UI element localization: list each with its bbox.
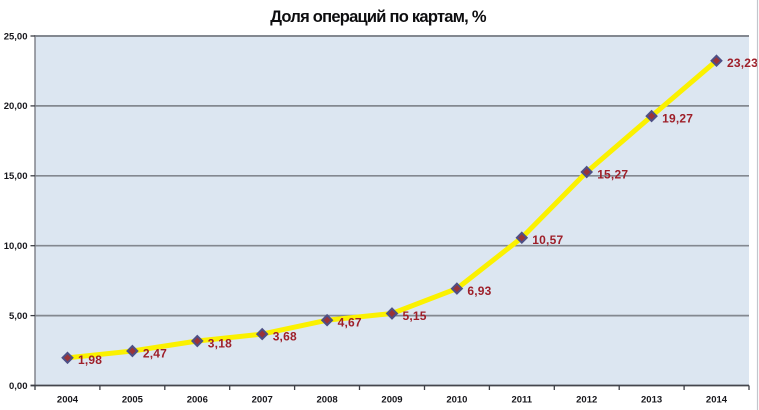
svg-text:2014: 2014 <box>706 395 728 406</box>
svg-text:1,98: 1,98 <box>78 353 102 367</box>
svg-text:5,00: 5,00 <box>9 311 28 322</box>
svg-text:6,93: 6,93 <box>467 284 491 298</box>
svg-text:20,00: 20,00 <box>4 101 28 112</box>
svg-text:0,00: 0,00 <box>9 381 28 392</box>
svg-text:25,00: 25,00 <box>4 31 28 42</box>
svg-text:2007: 2007 <box>252 395 273 406</box>
svg-text:15,00: 15,00 <box>4 171 28 182</box>
svg-text:2012: 2012 <box>576 395 597 406</box>
svg-text:5,15: 5,15 <box>403 309 427 323</box>
svg-text:19,27: 19,27 <box>662 112 693 126</box>
svg-text:2,47: 2,47 <box>143 346 167 360</box>
svg-text:2008: 2008 <box>317 395 338 406</box>
svg-text:2005: 2005 <box>122 395 144 406</box>
svg-text:2009: 2009 <box>381 395 402 406</box>
svg-text:2011: 2011 <box>511 395 532 406</box>
svg-text:23,23: 23,23 <box>727 56 758 70</box>
svg-text:10,57: 10,57 <box>532 233 563 247</box>
svg-text:3,18: 3,18 <box>208 336 232 350</box>
svg-text:Доля операций по картам, %: Доля операций по картам, % <box>270 8 487 26</box>
svg-text:2010: 2010 <box>446 395 467 406</box>
svg-text:2004: 2004 <box>57 395 79 406</box>
svg-text:2013: 2013 <box>641 395 662 406</box>
svg-text:3,68: 3,68 <box>273 330 297 344</box>
svg-text:2006: 2006 <box>187 395 208 406</box>
svg-text:4,67: 4,67 <box>338 316 362 330</box>
svg-text:10,00: 10,00 <box>4 241 28 252</box>
svg-text:15,27: 15,27 <box>597 167 628 181</box>
